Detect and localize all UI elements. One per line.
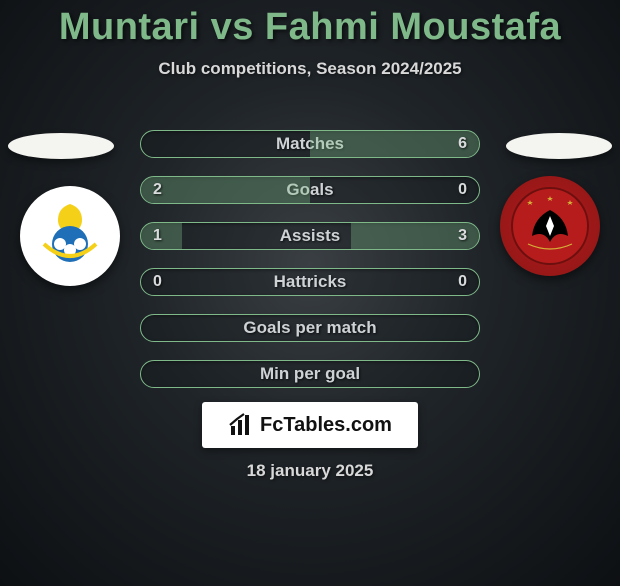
stat-label: Hattricks	[274, 272, 347, 292]
player-photo-left	[8, 133, 114, 159]
stat-fill-right	[310, 131, 479, 157]
page-title: Muntari vs Fahmi Moustafa	[0, 6, 620, 49]
stat-value-left: 2	[153, 181, 162, 199]
stat-label: Min per goal	[260, 364, 360, 384]
stat-row: 1 Assists 3	[140, 222, 480, 250]
stat-value-left: 1	[153, 227, 162, 245]
stat-row: Matches6	[140, 130, 480, 158]
stat-value-right: 3	[458, 227, 467, 245]
subtitle: Club competitions, Season 2024/2025	[0, 59, 620, 79]
stat-fill-left	[141, 177, 310, 203]
stat-value-right: 0	[458, 273, 467, 291]
club-crest-right-icon	[510, 186, 590, 266]
stat-value-right: 0	[458, 181, 467, 199]
stat-row: Min per goal	[140, 360, 480, 388]
stat-row: 0 Hattricks 0	[140, 268, 480, 296]
stat-value-right: 6	[458, 135, 467, 153]
player-photo-right	[506, 133, 612, 159]
stat-label: Assists	[280, 226, 340, 246]
stat-value-left: 0	[153, 273, 162, 291]
chart-icon	[228, 412, 254, 438]
infographic-date: 18 january 2025	[247, 461, 374, 481]
stat-label: Goals per match	[243, 318, 376, 338]
stat-row: Goals per match	[140, 314, 480, 342]
club-badge-left	[20, 186, 120, 286]
stats-panel: Matches6 2Goals0 1 Assists 3 0 Hattricks 0 Goals…	[140, 130, 480, 406]
club-crest-left-icon	[30, 196, 110, 276]
site-logo: FcTables.com	[202, 402, 418, 448]
logo-text: FcTables.com	[260, 414, 392, 437]
stat-row: 2Goals0	[140, 176, 480, 204]
club-badge-right	[500, 176, 600, 276]
